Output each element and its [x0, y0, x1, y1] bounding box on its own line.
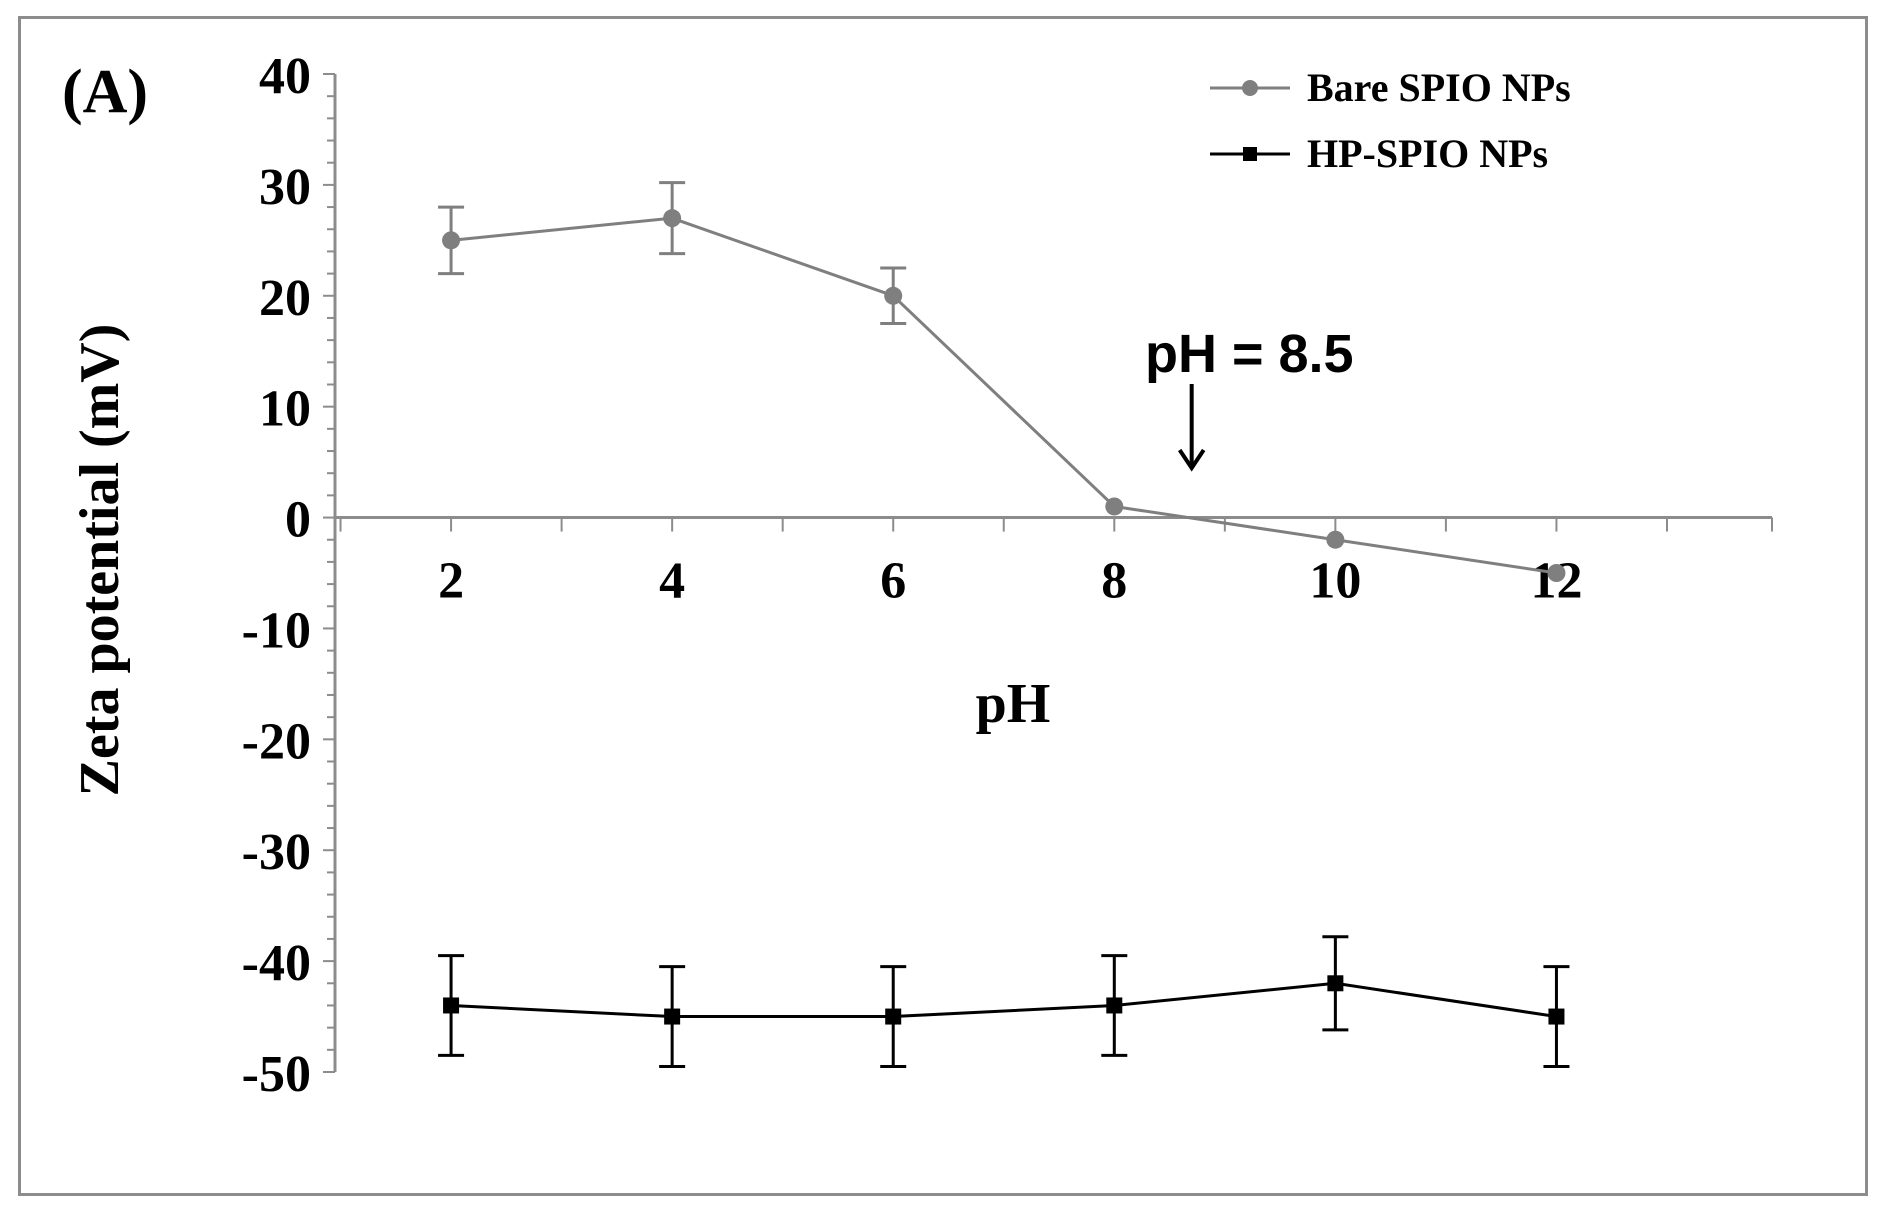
legend-marker-hp [1243, 147, 1257, 161]
series-line [450, 981, 1557, 1019]
series-bare-spio [438, 181, 1566, 582]
data-point [663, 209, 682, 228]
series-line [450, 216, 1557, 575]
x-tick-label: 8 [1101, 553, 1127, 610]
y-tick-label: -10 [242, 602, 311, 659]
y-tick-label: 40 [259, 48, 311, 105]
data-point [1105, 497, 1124, 516]
data-point [1548, 1008, 1565, 1025]
x-tick-label: 2 [438, 553, 464, 610]
y-tick-label: -50 [242, 1046, 311, 1103]
data-point [443, 997, 460, 1014]
legend-item-hp: HP-SPIO NPs [1210, 131, 1548, 176]
annotation-arrow-head [1178, 448, 1206, 472]
data-point [1547, 564, 1566, 582]
data-point [885, 1008, 902, 1025]
legend-marker-bare [1242, 80, 1258, 96]
legend-item-bare: Bare SPIO NPs [1210, 65, 1571, 110]
x-axis-label: pH [976, 673, 1051, 735]
y-tick-label: 30 [259, 159, 311, 216]
x-tick-label: 10 [1309, 553, 1361, 610]
x-tick-label: 4 [659, 553, 685, 610]
series-layer [438, 181, 1570, 1068]
chart-frame [18, 16, 1868, 1196]
data-point [884, 286, 903, 305]
legend-label-bare: Bare SPIO NPs [1307, 65, 1571, 110]
data-point [1326, 530, 1345, 549]
ph-annotation: pH = 8.5 [1145, 324, 1354, 472]
tick-marks [323, 73, 1773, 1073]
data-point [442, 231, 461, 250]
y-tick-label: -40 [242, 935, 311, 992]
annotation-text: pH = 8.5 [1145, 324, 1354, 384]
y-tick-label: -30 [242, 824, 311, 881]
x-tick-label: 6 [880, 553, 906, 610]
data-point [664, 1008, 681, 1025]
axes [333, 74, 1772, 1072]
series-hp-spio [438, 935, 1570, 1068]
y-tick-label: 20 [259, 270, 311, 327]
panel-label: (A) [62, 58, 148, 126]
y-tick-label: -20 [242, 713, 311, 770]
y-axis-label: Zeta potential (mV) [69, 324, 131, 797]
legend-label-hp: HP-SPIO NPs [1307, 131, 1548, 176]
legend: Bare SPIO NPs HP-SPIO NPs [1210, 65, 1571, 176]
y-tick-label: 10 [259, 381, 311, 438]
data-point [1106, 997, 1123, 1014]
data-point [1327, 975, 1344, 992]
y-tick-label: 0 [285, 492, 311, 549]
